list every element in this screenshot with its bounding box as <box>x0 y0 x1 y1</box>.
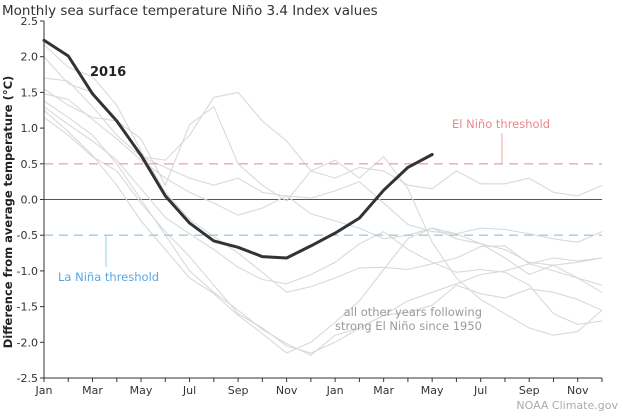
la-nina-threshold-label: La Niña threshold <box>58 270 159 284</box>
highlight-series-label: 2016 <box>90 65 126 80</box>
x-tick-label: Mar <box>373 384 394 397</box>
y-tick-label: 1.0 <box>21 122 39 135</box>
y-tick-label: 1.5 <box>21 86 39 99</box>
source-credit: NOAA Climate.gov <box>516 399 618 412</box>
x-tick-label: Jul <box>182 384 196 397</box>
other-year-line-4 <box>43 88 603 336</box>
x-tick-label: Jul <box>473 384 487 397</box>
x-tick-label: Nov <box>567 384 589 397</box>
y-axis-label: Difference from average temperature (°C) <box>1 76 15 349</box>
x-tick-label: Jan <box>326 384 344 397</box>
y-tick-label: -1.0 <box>17 265 38 278</box>
other-years-label-line1: all other years following <box>344 305 482 319</box>
x-tick-label: Jan <box>35 384 53 397</box>
chart-title: Monthly sea surface temperature Niño 3.4… <box>2 3 378 19</box>
y-tick-label: -2.5 <box>17 372 38 385</box>
other-year-line-9 <box>43 116 603 354</box>
y-tick-label: -1.5 <box>17 301 38 314</box>
y-tick-label: 2.5 <box>21 15 39 28</box>
x-tick-label: Nov <box>276 384 298 397</box>
x-tick-label: Sep <box>519 384 540 397</box>
y-tick-label: 0.5 <box>21 158 39 171</box>
axes: 2.52.01.51.00.50.0-0.5-1.0-1.5-2.0-2.5Ja… <box>17 15 603 397</box>
x-tick-label: Sep <box>228 384 249 397</box>
other-year-line-5 <box>43 100 603 356</box>
other-year-line-7 <box>43 93 603 243</box>
y-tick-label: -0.5 <box>17 229 38 242</box>
other-years-label-line2: strong El Niño since 1950 <box>335 319 482 333</box>
highlight-line-2016 <box>42 38 434 260</box>
x-tick-label: May <box>421 384 444 397</box>
y-tick-label: 2.0 <box>21 51 39 64</box>
y-tick-label: 0.0 <box>21 194 39 207</box>
el-nino-threshold-label: El Niño threshold <box>452 117 550 131</box>
x-tick-label: Mar <box>82 384 103 397</box>
threshold-lines <box>44 133 602 267</box>
other-year-line-3 <box>43 77 603 197</box>
other-year-line-2 <box>43 56 603 266</box>
other-year-line-1 <box>43 44 603 293</box>
y-tick-label: -2.0 <box>17 336 38 349</box>
x-tick-label: May <box>130 384 153 397</box>
highlight-series <box>42 38 434 260</box>
other-year-line-8 <box>43 106 603 325</box>
other-year-line-6 <box>43 109 603 354</box>
